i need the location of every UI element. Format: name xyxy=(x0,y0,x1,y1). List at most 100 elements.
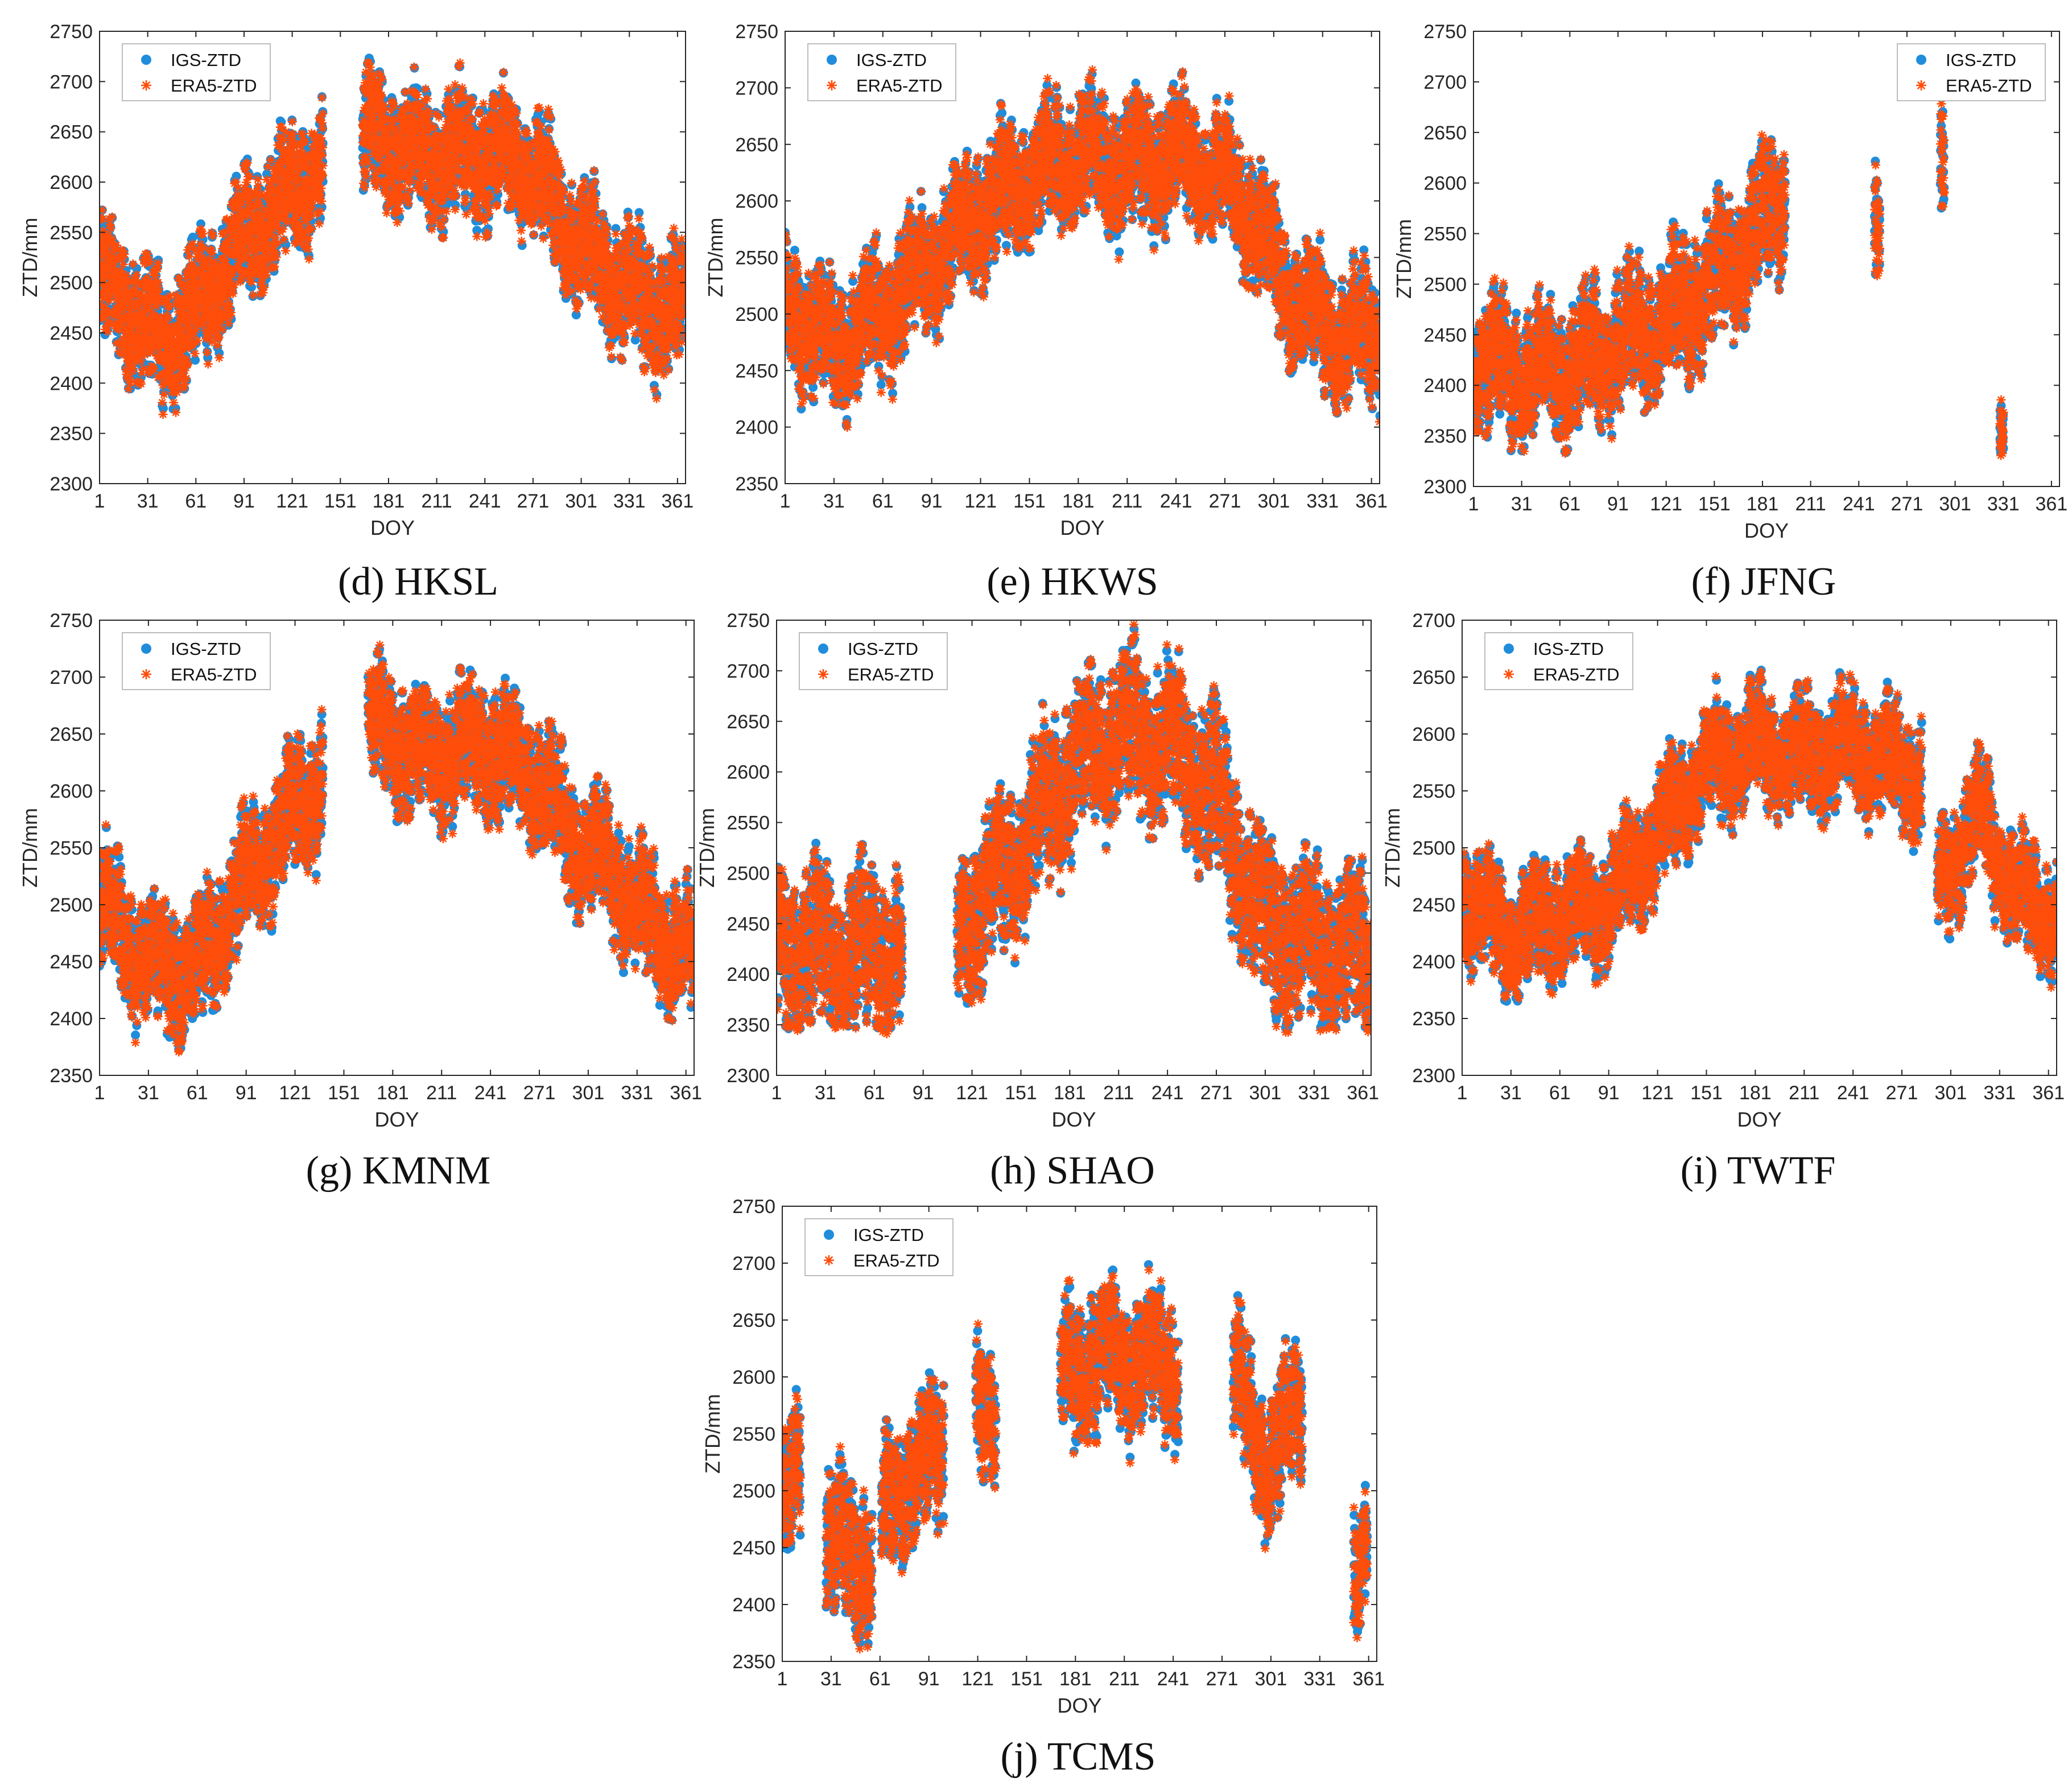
era5-ztd-point xyxy=(147,291,156,301)
era5-ztd-point xyxy=(203,359,213,369)
era5-ztd-point xyxy=(264,194,274,204)
era5-ztd-point xyxy=(212,280,221,290)
era5-ztd-point xyxy=(146,348,155,357)
era5-ztd-point xyxy=(296,238,306,248)
era5-ztd-point xyxy=(373,85,383,94)
era5-ztd-point xyxy=(105,296,114,306)
era5-ztd-point xyxy=(181,374,191,383)
era5-ztd-point xyxy=(110,266,120,276)
era5-ztd-point xyxy=(246,269,255,279)
era5-ztd-point xyxy=(316,138,326,147)
era5-ztd-point xyxy=(271,172,280,182)
era5-ztd-point xyxy=(125,295,134,305)
era5-ztd-point xyxy=(369,176,379,186)
era5-ztd-point xyxy=(286,161,296,171)
era5-ztd-point xyxy=(166,291,175,300)
era5-ztd-point xyxy=(309,168,319,178)
era5-ztd-point xyxy=(180,279,189,289)
era5-ztd-point xyxy=(263,162,273,171)
era5-ztd-point xyxy=(302,216,311,225)
era5-ztd-point xyxy=(106,224,115,233)
era5-ztd-point xyxy=(289,139,299,149)
era5-ztd-point xyxy=(308,190,317,200)
era5-ztd-point xyxy=(101,306,111,315)
era5-ztd-point xyxy=(131,357,141,366)
era5-ztd-point xyxy=(109,257,118,267)
era5-ztd-point xyxy=(263,254,273,264)
era5-ztd-point xyxy=(261,246,271,255)
era5-ztd-point xyxy=(179,383,189,393)
era5-ztd-point xyxy=(382,208,391,218)
era5-ztd-point xyxy=(267,245,277,254)
era5-ztd-point xyxy=(298,129,307,139)
era5-ztd-point xyxy=(172,387,181,397)
era5-ztd-point xyxy=(126,353,136,362)
era5-ztd-point xyxy=(162,295,172,304)
era5-ztd-point xyxy=(190,349,200,358)
era5-ztd-point xyxy=(208,306,217,316)
era5-ztd-point xyxy=(317,196,327,206)
era5-ztd-point xyxy=(241,164,250,174)
era5-ztd-point xyxy=(274,161,284,171)
era5-ztd-point xyxy=(273,238,282,248)
era5-ztd-point xyxy=(184,263,194,273)
era5-ztd-point xyxy=(369,114,378,123)
data-layer xyxy=(100,53,686,419)
era5-ztd-point xyxy=(308,147,318,157)
era5-ztd-point xyxy=(299,198,308,208)
era5-ztd-point xyxy=(206,301,216,311)
era5-ztd-point xyxy=(159,390,169,399)
era5-ztd-point xyxy=(242,158,252,168)
era5-ztd-point xyxy=(186,302,196,311)
era5-ztd-point xyxy=(359,179,369,188)
era5-ztd-point xyxy=(361,125,370,135)
era5-ztd-point xyxy=(174,382,183,392)
era5-ztd-point xyxy=(153,278,163,287)
era5-ztd-point xyxy=(135,324,145,334)
era5-ztd-point xyxy=(250,270,259,279)
era5-ztd-point xyxy=(194,254,204,264)
era5-ztd-point xyxy=(122,312,131,321)
era5-ztd-point xyxy=(266,187,276,197)
era5-ztd-point xyxy=(382,187,391,196)
era5-ztd-point xyxy=(314,156,324,166)
era5-ztd-point xyxy=(277,122,287,132)
era5-ztd-point xyxy=(236,214,245,224)
era5-ztd-point xyxy=(302,241,312,251)
era5-ztd-point xyxy=(312,187,321,196)
era5-ztd-point xyxy=(290,158,300,167)
era5-ztd-point xyxy=(312,151,321,160)
era5-ztd-point xyxy=(378,112,388,121)
era5-ztd-point xyxy=(266,178,275,188)
era5-ztd-point xyxy=(189,286,199,295)
era5-ztd-point xyxy=(361,167,370,176)
era5-ztd-point xyxy=(203,297,213,307)
era5-ztd-point xyxy=(271,248,280,257)
era5-ztd-point xyxy=(213,340,222,350)
era5-ztd-point xyxy=(299,175,309,185)
era5-ztd-point xyxy=(373,175,382,185)
era5-ztd-point xyxy=(276,169,286,179)
era5-ztd-point xyxy=(220,265,229,274)
era5-ztd-point xyxy=(172,336,182,345)
era5-ztd-point xyxy=(162,310,172,320)
era5-ztd-point xyxy=(145,288,154,298)
era5-ztd-point xyxy=(230,280,240,290)
era5-ztd-point xyxy=(128,259,138,269)
era5-ztd-point xyxy=(254,198,263,208)
era5-ztd-point xyxy=(231,264,241,274)
era5-ztd-point xyxy=(154,284,163,294)
era5-ztd-point xyxy=(236,277,245,286)
era5-ztd-point xyxy=(317,151,327,160)
era5-ztd-point xyxy=(198,229,208,238)
era5-ztd-point xyxy=(272,176,282,185)
era5-ztd-point xyxy=(146,334,156,344)
era5-ztd-point xyxy=(226,200,236,209)
era5-ztd-point xyxy=(150,279,160,288)
era5-ztd-point xyxy=(100,226,108,236)
era5-ztd-point xyxy=(190,245,200,254)
era5-ztd-point xyxy=(317,93,327,102)
era5-ztd-point xyxy=(121,342,131,352)
era5-ztd-point xyxy=(184,319,193,329)
era5-ztd-point xyxy=(368,162,377,172)
